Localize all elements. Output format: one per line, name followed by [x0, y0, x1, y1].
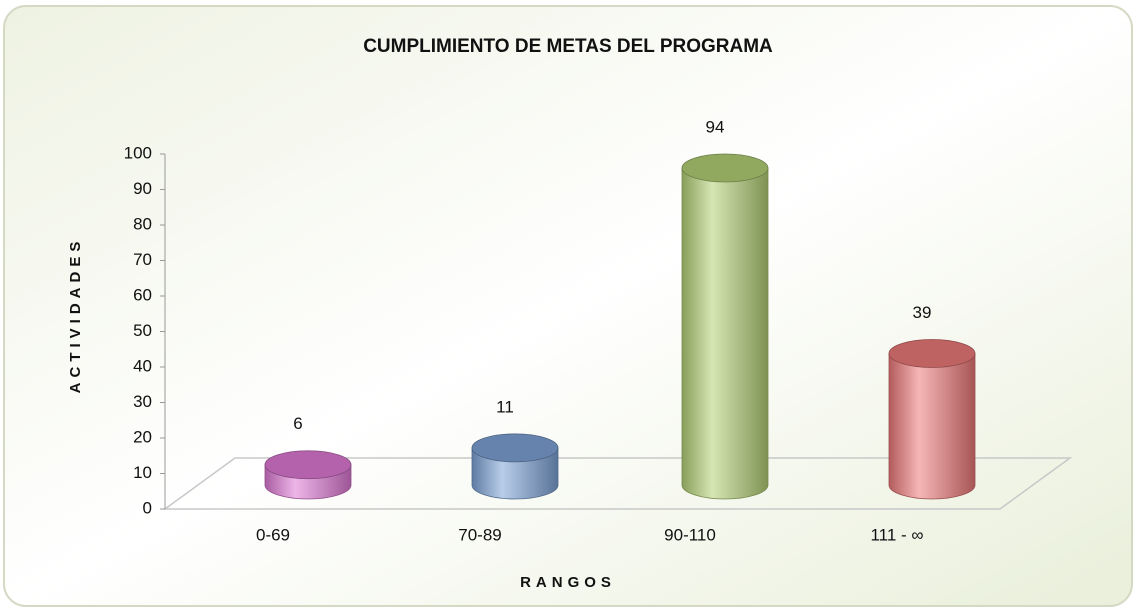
y-tick-label: 100 [124, 143, 152, 162]
y-tick-label: 90 [133, 179, 152, 198]
y-tick-label: 0 [143, 498, 152, 517]
value-label: 11 [496, 397, 514, 416]
chart-title: CUMPLIMIENTO DE METAS DEL PROGRAMA [363, 36, 773, 57]
bar-top [681, 153, 769, 183]
bar-top [888, 339, 976, 368]
y-tick-label: 30 [133, 392, 152, 411]
bar-top [471, 433, 559, 463]
x-tick-label: 70-89 [458, 525, 501, 544]
y-tick-label: 50 [133, 321, 152, 340]
bar [888, 353, 976, 500]
background [3, 5, 1133, 607]
value-label: 6 [293, 414, 302, 433]
x-tick-label: 111 - ∞ [870, 525, 923, 544]
y-tick-label: 70 [133, 250, 152, 269]
value-label: 94 [706, 117, 725, 136]
y-tick-label: 20 [133, 427, 152, 446]
bar-top [264, 450, 352, 480]
y-tick-label: 80 [133, 214, 152, 233]
x-tick-label: 90-110 [664, 525, 716, 544]
x-tick-label: 0-69 [256, 525, 290, 544]
value-label: 39 [913, 303, 932, 322]
floor [162, 457, 1073, 510]
bar [471, 447, 559, 500]
y-tick-label: 10 [133, 463, 152, 482]
y-axis-label: ACTIVIDADES [67, 237, 84, 394]
y-tick-label: 60 [133, 285, 152, 304]
bar [681, 167, 769, 500]
x-axis-label: RANGOS [520, 574, 616, 591]
y-tick-label: 40 [133, 356, 152, 375]
